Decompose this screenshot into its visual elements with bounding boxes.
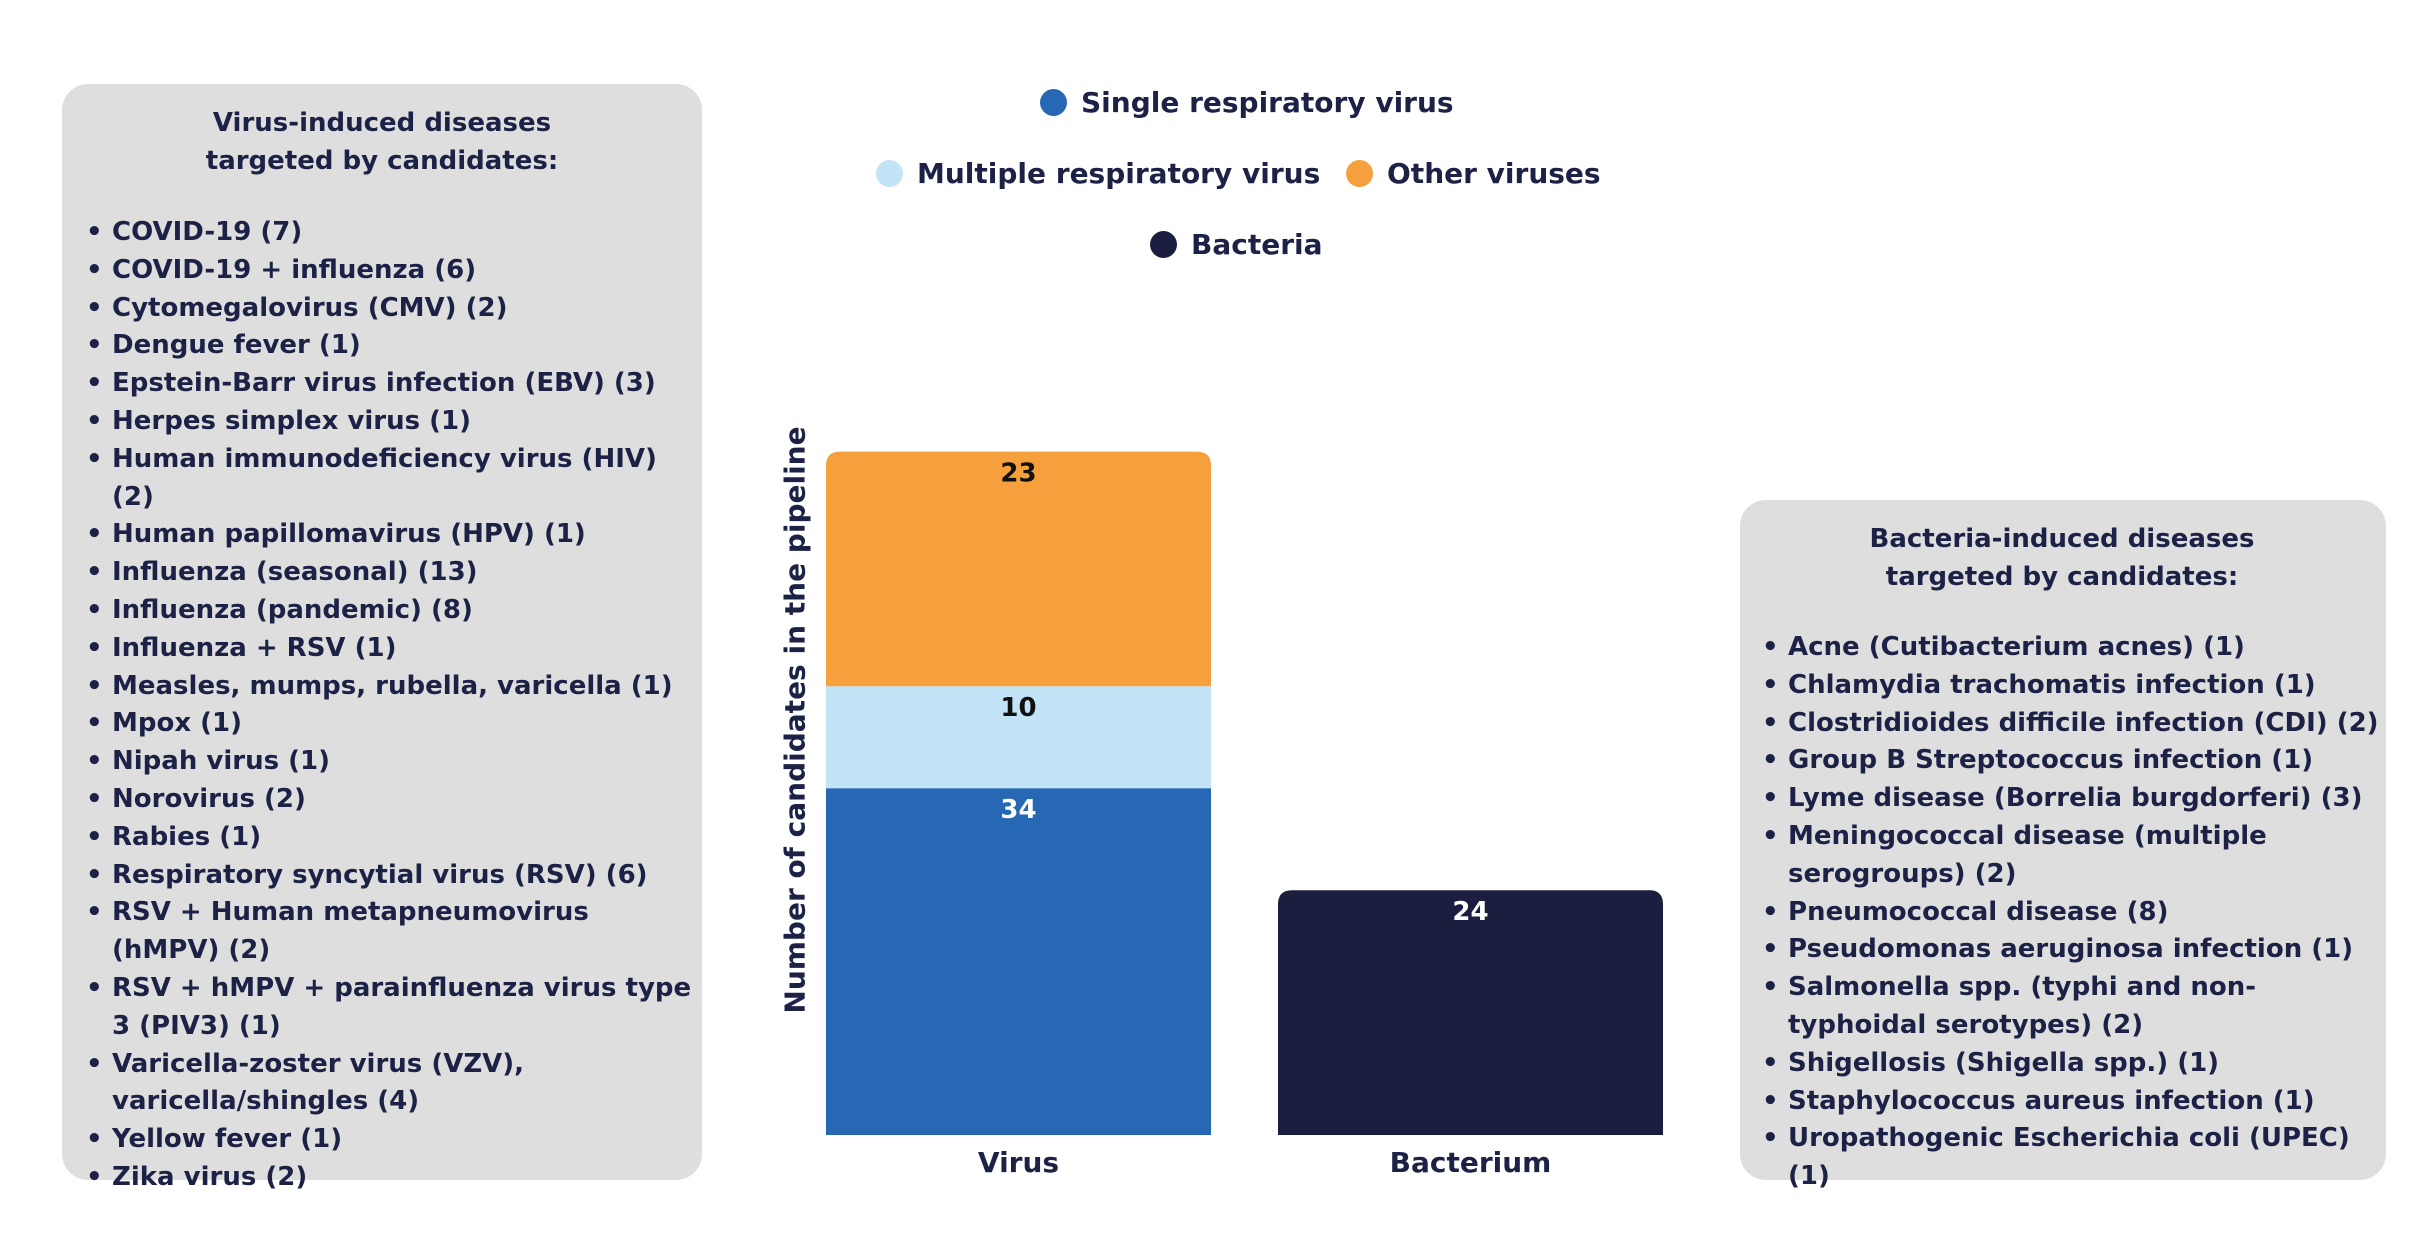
virus-disease-item: Zika virus (2) — [86, 1159, 702, 1197]
virus-disease-item: Respiratory syncytial virus (RSV) (6) — [86, 857, 702, 895]
legend-label: Multiple respiratory virus — [917, 157, 1321, 190]
legend-label: Other viruses — [1387, 157, 1601, 190]
virus-disease-item: COVID-19 + influenza (6) — [86, 252, 702, 290]
bar-segment-bacterium-bacteria — [1278, 890, 1663, 1135]
bacteria-diseases-panel: Bacteria-induced diseases targeted by ca… — [1740, 500, 2386, 1191]
legend-single-respiratory-virus: Single respiratory virus — [1040, 86, 1454, 119]
bacteria-disease-item: Uropathogenic Escherichia coli (UPEC) (1… — [1762, 1120, 2386, 1196]
data-label: 23 — [1000, 459, 1036, 489]
virus-panel-title-line2: targeted by candidates: — [205, 146, 559, 176]
legend-swatch — [1150, 231, 1177, 258]
virus-disease-list: COVID-19 (7)COVID-19 + influenza (6)Cyto… — [86, 214, 702, 1197]
bar-segment-virus-other-viruses — [826, 451, 1211, 687]
legend-swatch — [876, 160, 903, 187]
virus-panel-title: Virus-induced diseases targeted by candi… — [86, 104, 702, 180]
bacteria-disease-list: Acne (Cutibacterium acnes) (1)Chlamydia … — [1762, 629, 2386, 1196]
virus-diseases-panel: Virus-induced diseases targeted by candi… — [62, 84, 702, 1197]
legend-label: Single respiratory virus — [1081, 86, 1454, 119]
data-label: 34 — [1000, 795, 1036, 825]
virus-disease-item: Norovirus (2) — [86, 781, 702, 819]
virus-disease-item: Nipah virus (1) — [86, 743, 702, 781]
bacteria-panel-title-line2: targeted by candidates: — [1885, 562, 2239, 592]
virus-disease-item: Influenza + RSV (1) — [86, 630, 702, 668]
data-label: 24 — [1452, 897, 1488, 927]
virus-disease-item: Human immunodeficiency virus (HIV) (2) — [86, 441, 702, 517]
bacteria-disease-item: Clostridioides difficile infection (CDI)… — [1762, 705, 2386, 743]
legend-bacteria: Bacteria — [1150, 228, 1323, 261]
bacteria-panel-title-line1: Bacteria-induced diseases — [1869, 524, 2255, 554]
virus-disease-item: RSV + hMPV + parainfluenza virus type 3 … — [86, 970, 702, 1046]
bacteria-disease-item: Meningococcal disease (multiple serogrou… — [1762, 818, 2386, 894]
bacteria-disease-item: Shigellosis (Shigella spp.) (1) — [1762, 1045, 2386, 1083]
virus-disease-item: Rabies (1) — [86, 819, 702, 857]
bacteria-disease-item: Salmonella spp. (typhi and non-typhoidal… — [1762, 969, 2386, 1045]
bar-segment-virus-single-respiratory-virus — [826, 788, 1211, 1135]
bacteria-disease-item: Pseudomonas aeruginosa infection (1) — [1762, 931, 2386, 969]
x-tick-label: Virus — [978, 1146, 1059, 1179]
virus-disease-item: COVID-19 (7) — [86, 214, 702, 252]
virus-disease-item: Mpox (1) — [86, 705, 702, 743]
bacteria-disease-item: Pneumococcal disease (8) — [1762, 894, 2386, 932]
legend-label: Bacteria — [1191, 228, 1323, 261]
virus-disease-item: Herpes simplex virus (1) — [86, 403, 702, 441]
legend-swatch — [1040, 89, 1067, 116]
virus-disease-item: Epstein-Barr virus infection (EBV) (3) — [86, 365, 702, 403]
legend-swatch — [1346, 160, 1373, 187]
bacteria-disease-item: Acne (Cutibacterium acnes) (1) — [1762, 629, 2386, 667]
x-tick-label: Bacterium — [1390, 1146, 1552, 1179]
bacteria-disease-item: Staphylococcus aureus infection (1) — [1762, 1083, 2386, 1121]
bacteria-disease-item: Lyme disease (Borrelia burgdorferi) (3) — [1762, 780, 2386, 818]
virus-disease-item: RSV + Human metapneumovirus (hMPV) (2) — [86, 894, 702, 970]
data-label: 10 — [1000, 693, 1036, 723]
virus-disease-item: Cytomegalovirus (CMV) (2) — [86, 290, 702, 328]
virus-disease-item: Influenza (seasonal) (13) — [86, 554, 702, 592]
bacteria-disease-item: Chlamydia trachomatis infection (1) — [1762, 667, 2386, 705]
stacked-bar-chart: 34 10 23 Virus 24 Bacterium — [760, 320, 1700, 1200]
virus-disease-item: Yellow fever (1) — [86, 1121, 702, 1159]
virus-disease-item: Dengue fever (1) — [86, 327, 702, 365]
virus-disease-item: Human papillomavirus (HPV) (1) — [86, 516, 702, 554]
bacteria-disease-item: Group B Streptococcus infection (1) — [1762, 742, 2386, 780]
chart-svg: 34 10 23 Virus 24 Bacterium — [826, 451, 1663, 1179]
bar-segment-virus-multiple-respiratory-virus — [826, 686, 1211, 789]
virus-disease-item: Varicella-zoster virus (VZV), varicella/… — [86, 1046, 702, 1122]
legend-other-viruses: Other viruses — [1346, 157, 1601, 190]
bacteria-panel-title: Bacteria-induced diseases targeted by ca… — [1762, 520, 2386, 596]
legend-multiple-respiratory-virus: Multiple respiratory virus — [876, 157, 1320, 190]
virus-disease-item: Measles, mumps, rubella, varicella (1) — [86, 668, 702, 706]
virus-disease-item: Influenza (pandemic) (8) — [86, 592, 702, 630]
virus-panel-title-line1: Virus-induced diseases — [212, 108, 552, 138]
